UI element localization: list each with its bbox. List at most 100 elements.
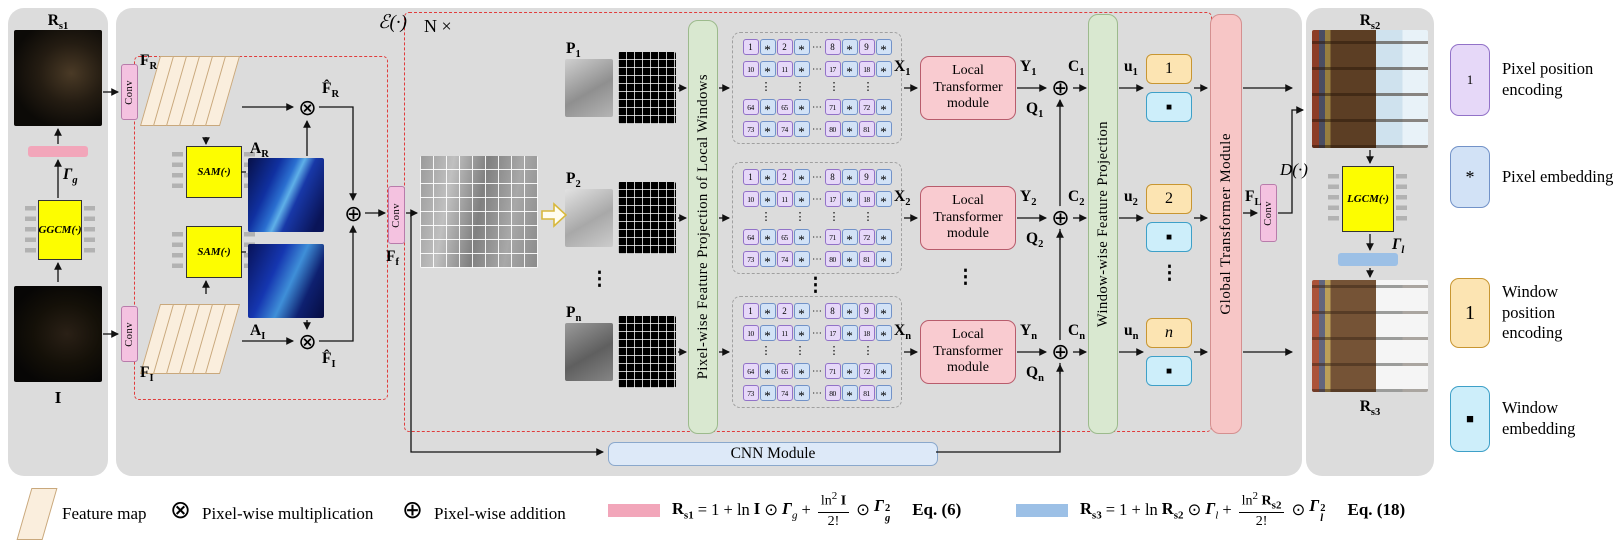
- patch-grid-n: [618, 316, 676, 388]
- token-grid-hdots: ⋯: [812, 387, 822, 399]
- label-fhat-r: F̂R: [322, 80, 340, 101]
- pixel-position-cell: 17: [824, 191, 841, 207]
- pixel-embedding-cell: *: [875, 251, 892, 269]
- gamma-l-map-bar: [1338, 253, 1398, 266]
- pixel-position-cell: 10: [742, 61, 759, 77]
- multiply-legend-icon: ⊗: [170, 497, 191, 524]
- pixel-embedding-cell: *: [841, 385, 858, 403]
- label-pn: Pn: [566, 304, 582, 325]
- pixel-embedding-cell: *: [759, 121, 776, 139]
- attention-map-r: [248, 158, 324, 232]
- fraction: ln2 I 2!: [817, 490, 850, 530]
- conv-fi-box: Conv: [121, 306, 138, 362]
- pixel-position-cell: 71: [824, 229, 841, 245]
- pixel-position-cell: 9: [858, 39, 875, 55]
- window-projection-bar: Window-wise Feature Projection: [1088, 14, 1118, 434]
- pixel-embedding-cell: *: [759, 39, 776, 57]
- label-x2: X2: [894, 188, 911, 209]
- cnn-module-bar: CNN Module: [608, 442, 938, 466]
- pixel-position-cell: 2: [776, 303, 793, 319]
- sam2-fins-left: [172, 232, 183, 274]
- pixel-position-cell: 8: [824, 39, 841, 55]
- pixel-position-cell: 80: [824, 251, 841, 267]
- pixel-position-cell: 9: [858, 169, 875, 185]
- pixel-position-cell: 72: [858, 363, 875, 379]
- add-legend-icon: ⊕: [402, 497, 423, 524]
- pixel-position-cell: 17: [824, 325, 841, 341]
- pixel-position-cell: 81: [858, 121, 875, 137]
- multiply-op-bottom: ⊗: [296, 330, 319, 353]
- pixel-embedding-swatch: *: [1450, 146, 1490, 208]
- window-embedding-token-2: ■: [1146, 222, 1192, 252]
- pixel-embedding-cell: *: [759, 61, 776, 79]
- pixel-embedding-cell: *: [875, 121, 892, 139]
- window-embedding-token-n: ■: [1146, 356, 1192, 386]
- local-transformer-vdots: ⋮: [956, 267, 975, 288]
- token-grid-2: 1 * 2 * ⋯ 8 * 9 * 10 * 11 * ⋯ 17 * 18 * ⋮ ⋮ ⋮ ⋮ 64 * 65 * ⋯ 71 * 72 * 7…: [732, 162, 902, 274]
- pixel-embedding-cell: *: [841, 363, 858, 381]
- sam2-box: SAM(·): [186, 226, 242, 278]
- label-yn: Yn: [1020, 322, 1038, 343]
- conv-fr-box: Conv: [121, 64, 138, 120]
- pixel-embedding-cell: *: [841, 191, 858, 209]
- pixel-embedding-cell: *: [841, 61, 858, 79]
- token-grid-hdots: ⋯: [812, 101, 822, 113]
- token-grid-n: 1 * 2 * ⋯ 8 * 9 * 10 * 11 * ⋯ 17 * 18 * ⋮ ⋮ ⋮ ⋮ 64 * 65 * ⋯ 71 * 72 * 7…: [732, 296, 902, 408]
- pixel-position-cell: 80: [824, 385, 841, 401]
- pixel-embedding-cell: *: [759, 303, 776, 321]
- pixel-position-cell: 10: [742, 191, 759, 207]
- patch-image-1: [565, 59, 613, 117]
- window-position-token-1: 1: [1146, 54, 1192, 84]
- pixel-embedding-cell: *: [793, 61, 810, 79]
- pixel-position-cell: 18: [858, 325, 875, 341]
- pixel-embedding-cell: *: [841, 169, 858, 187]
- pixel-embedding-cell: *: [759, 363, 776, 381]
- pixel-embedding-cell: *: [875, 191, 892, 209]
- label-c1: C1: [1068, 58, 1085, 79]
- legend-pixel-position: 1 Pixel position encoding: [1450, 44, 1614, 116]
- gamma-l-legend-swatch: [1016, 504, 1068, 517]
- label-ff: Ff: [386, 248, 399, 269]
- pixel-position-cell: 65: [776, 99, 793, 115]
- window-position-swatch: 1: [1450, 278, 1490, 348]
- patches-vdots: ⋮: [590, 269, 609, 290]
- pixel-position-cell: 74: [776, 121, 793, 137]
- conv-out-box: Conv: [1260, 184, 1277, 242]
- pixel-position-cell: 11: [776, 61, 793, 77]
- fraction: ln2 Rs2 2!: [1238, 490, 1285, 530]
- label-rs1: Rs1: [47, 12, 69, 33]
- pixel-embedding-cell: *: [875, 363, 892, 381]
- label-un: un: [1124, 322, 1139, 343]
- pixel-position-cell: 11: [776, 191, 793, 207]
- ggcm-box: GGCM(·): [38, 200, 82, 260]
- token-grid-hdots: ⋯: [812, 327, 822, 339]
- label-input-i: I: [54, 388, 62, 407]
- eq18-label: Eq. (18): [1347, 500, 1406, 519]
- image-rs3: [1312, 280, 1428, 392]
- label-fr: FR: [140, 52, 158, 73]
- pixel-position-cell: 73: [742, 385, 759, 401]
- attention-map-i: [248, 244, 324, 318]
- pixel-embedding-cell: *: [793, 121, 810, 139]
- legend-feature-map-label: Feature map: [62, 504, 147, 523]
- window-embedding-swatch: ■: [1450, 386, 1490, 452]
- pixel-position-cell: 74: [776, 251, 793, 267]
- sam1-box: SAM(·): [186, 146, 242, 198]
- token-grid-hdots: ⋯: [812, 41, 822, 53]
- token-grid-vdots: ⋮ ⋮ ⋮ ⋮: [760, 211, 874, 223]
- pixel-position-cell: 8: [824, 169, 841, 185]
- pixel-embedding-cell: *: [875, 325, 892, 343]
- label-qn: Qn: [1026, 364, 1044, 385]
- lgcm-fins-left: [1328, 174, 1339, 224]
- pixel-embedding-cell: *: [841, 39, 858, 57]
- pixel-embedding-cell: *: [793, 251, 810, 269]
- patch-grid-2: [618, 182, 676, 254]
- pixel-position-cell: 1: [742, 39, 759, 55]
- pixel-embedding-cell: *: [793, 229, 810, 247]
- label-y2: Y2: [1020, 188, 1037, 209]
- pixel-embedding-cell: *: [875, 169, 892, 187]
- label-c2: C2: [1068, 188, 1085, 209]
- pixel-position-cell: 17: [824, 61, 841, 77]
